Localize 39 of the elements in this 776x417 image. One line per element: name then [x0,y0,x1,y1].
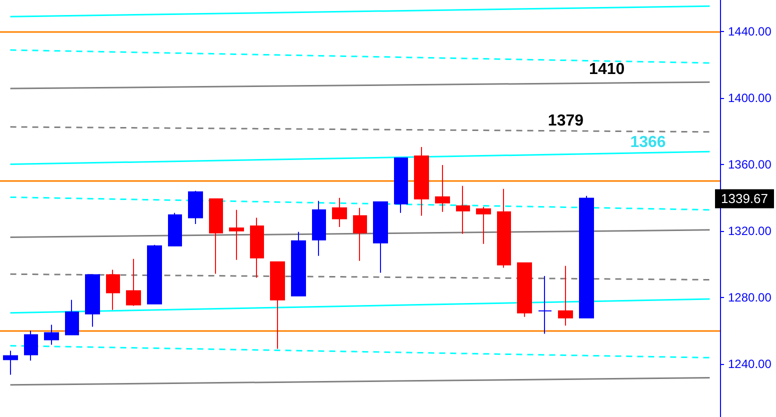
y-tick-label: 1400.00 [728,91,772,106]
y-tick-label: 1240.00 [728,356,772,371]
candlestick [85,274,100,328]
candlestick [517,262,532,318]
candlestick [497,188,511,268]
candlestick [414,146,429,216]
candlestick [106,269,120,310]
candlestick [168,212,182,246]
y-tick-label: 1280.00 [728,290,772,304]
candlestick [3,350,18,376]
candlestick [538,275,552,334]
text: 1339.67 [721,191,768,206]
candlestick [65,299,79,336]
candlestick [209,198,223,274]
candlestick [373,201,388,274]
candlestick [270,261,285,350]
candlestick [456,185,470,234]
candlestick [24,330,38,362]
candlestick [435,164,450,212]
candlestick [558,265,573,326]
candlestick [579,195,594,318]
candlestick [44,324,59,346]
y-tick-label: 1440.00 [728,24,772,39]
annotation: 1366 [630,134,666,152]
candlestick [476,206,491,244]
annotation: 1379 [548,112,584,130]
candlestick [126,258,141,306]
candlestick [394,157,408,214]
candlestick [291,231,306,296]
candlestick [312,200,326,256]
candlestick [188,190,203,224]
candlestick [229,209,244,260]
y-tick-label: 1320.00 [728,224,772,238]
candlestick [353,207,367,262]
candlestick [250,217,264,278]
annotation: 1410 [589,60,625,78]
candlestick [147,244,162,304]
candlestick [332,197,347,228]
y-tick-label: 1360.00 [728,157,772,172]
